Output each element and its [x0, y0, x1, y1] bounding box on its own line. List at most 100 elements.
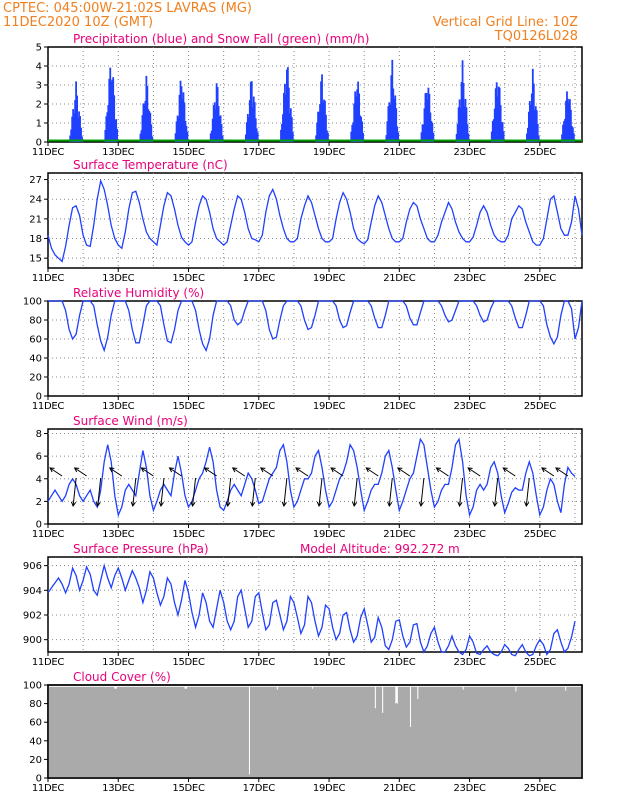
cloud-bar: [67, 686, 69, 778]
wind-series-line: [47, 437, 576, 518]
wind-arrow-head: [225, 501, 231, 508]
cloud-bar: [194, 686, 197, 778]
cloud-bar: [302, 686, 305, 778]
cloud-bar: [311, 688, 314, 778]
cloud-bar: [195, 686, 198, 778]
precip-bar: [177, 117, 180, 142]
cloud-bar: [74, 686, 77, 778]
cloud-bar: [345, 686, 348, 778]
precip-bar: [140, 130, 143, 142]
cloud-bar: [236, 686, 239, 778]
cloud-bar: [473, 686, 476, 778]
wind-arrow-head: [330, 467, 336, 473]
precip-bar: [251, 107, 254, 142]
wind-arrow: [132, 477, 137, 507]
wind-arrow-head: [435, 467, 442, 473]
cloud-bar: [214, 686, 217, 778]
wind-date-label: 17DEC: [243, 529, 276, 540]
cloud-bar: [576, 686, 579, 778]
cloud-bar: [280, 686, 283, 778]
precip-date-label: 13DEC: [102, 147, 135, 158]
wind-arrow-head: [190, 501, 196, 508]
temp-title: Surface Temperature (nC): [73, 158, 228, 172]
precip-date-label: 23DEC: [453, 147, 486, 158]
wind-arrow: [436, 467, 449, 477]
cloud-bar: [255, 686, 258, 778]
cloud-bar: [419, 686, 422, 778]
cloud-bar: [91, 686, 94, 778]
wind-arrow-head: [49, 467, 55, 473]
cloud-bar: [551, 686, 554, 778]
precip-bar: [495, 82, 498, 142]
cloud-bar: [137, 686, 140, 778]
cloud-bar: [498, 686, 501, 778]
cloud-bar: [65, 686, 68, 778]
cloud-bar: [88, 686, 91, 778]
precip-bar: [250, 81, 253, 142]
rh-ytick-label: 40: [29, 354, 42, 365]
cloud-bar: [119, 686, 122, 778]
cloud-bar: [310, 686, 312, 778]
rh-ytick-label: 60: [29, 335, 42, 346]
precip-bar: [283, 92, 285, 142]
cloud-bar: [233, 686, 236, 778]
precip-bar: [218, 116, 221, 142]
wind-arrow: [192, 477, 197, 507]
cloud-bar: [112, 686, 115, 778]
cloud-bar: [491, 686, 494, 778]
cloud-bar: [358, 686, 361, 778]
wind-arrow: [397, 467, 411, 477]
precip-bar: [564, 119, 566, 142]
precip-bars: [69, 59, 575, 142]
wind-arrow: [160, 477, 165, 507]
wind-arrow-head: [295, 467, 301, 473]
cloud-bar: [497, 686, 500, 778]
cloud-bar: [147, 686, 150, 778]
wind-arrow-head: [203, 467, 210, 473]
cloud-ytick-label: 80: [29, 699, 42, 710]
cloud-bar: [437, 686, 440, 778]
cloud-bar: [94, 686, 97, 778]
cloud-bar: [440, 686, 443, 778]
cloud-bar: [519, 686, 522, 778]
cloud-bar: [389, 686, 391, 778]
precip-bar: [327, 132, 329, 142]
cloud-bar: [478, 686, 481, 778]
cloud-bar: [560, 686, 563, 778]
cloud-bar: [563, 686, 566, 778]
cloud-bar: [289, 686, 292, 778]
cloud-bar: [493, 686, 495, 778]
cloud-date-label: 15DEC: [172, 783, 205, 794]
precip-bar: [181, 99, 184, 142]
cloud-bar: [503, 686, 506, 778]
cloud-bar: [424, 686, 427, 778]
cloud-bar: [469, 686, 472, 778]
cloud-bar: [245, 686, 248, 778]
precip-bar: [185, 125, 188, 142]
cloud-bar: [173, 686, 176, 778]
precip-bar: [317, 111, 319, 142]
cloud-bar: [375, 686, 378, 778]
precip-bar: [533, 109, 536, 142]
cloud-bar: [305, 686, 308, 778]
precip-bar: [569, 99, 571, 142]
precip-bar: [288, 113, 291, 142]
precip-bar: [502, 131, 505, 142]
cloud-bar: [494, 686, 497, 778]
precip-bar: [148, 111, 151, 142]
cloud-bar: [577, 686, 580, 778]
precip-bar: [427, 87, 430, 142]
precip-bar: [389, 104, 392, 142]
cloud-bar: [550, 686, 552, 778]
rh-date-label: 19DEC: [313, 401, 346, 412]
panel-wind: 0 2 4 6 8 11DEC 13DEC 15DEC 17DEC 19DEC 21DEC 23DEC…: [32, 414, 583, 540]
cloud-bar: [487, 686, 490, 778]
precip-bar: [246, 114, 249, 142]
cloud-bar: [431, 686, 434, 778]
precip-bar: [425, 92, 428, 142]
precip-bar: [213, 102, 216, 142]
cloud-bar: [220, 686, 223, 778]
temp-date-label: 15DEC: [172, 273, 205, 284]
cloud-bar: [555, 686, 558, 778]
precip-bar: [350, 131, 353, 142]
